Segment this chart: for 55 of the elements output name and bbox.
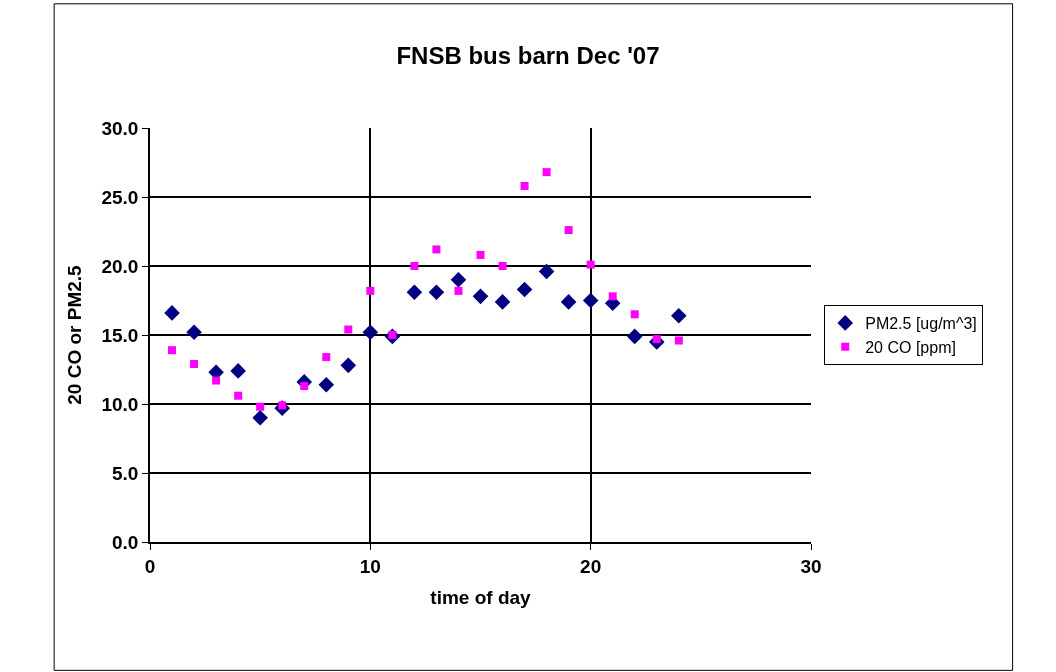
point — [234, 391, 243, 400]
point — [344, 325, 353, 334]
point — [674, 336, 683, 345]
point — [252, 410, 268, 426]
y-axis-title: 20 CO or PM2.5 — [63, 264, 85, 405]
y-tick-label: 25.0 — [101, 186, 139, 208]
y-tick-label: 10.0 — [101, 393, 139, 415]
x-tick-label: 30 — [800, 555, 822, 577]
point — [432, 245, 441, 254]
point — [322, 353, 331, 362]
legend-label: 20 CO [ppm] — [865, 338, 956, 356]
point — [626, 328, 643, 345]
point — [608, 292, 617, 301]
y-tick-label: 5.0 — [112, 462, 139, 484]
y-tick-label: 15.0 — [101, 324, 139, 346]
point — [476, 250, 485, 259]
point — [494, 294, 511, 310]
point — [366, 286, 375, 295]
point — [472, 288, 489, 305]
point — [256, 402, 265, 411]
point — [428, 284, 445, 301]
point — [542, 168, 551, 177]
x-axis-title: time of day — [430, 586, 532, 608]
point — [630, 310, 639, 319]
x-tick-label: 10 — [359, 555, 381, 577]
y-tick-label: 0.0 — [112, 531, 139, 553]
point — [168, 346, 177, 355]
point — [362, 324, 379, 341]
point — [516, 281, 533, 298]
point — [671, 307, 687, 324]
point — [230, 363, 246, 379]
point — [164, 305, 180, 321]
point — [186, 324, 202, 341]
chart-title: FNSB bus barn Dec '07 — [396, 41, 660, 69]
y-tick-label: 30.0 — [101, 117, 139, 139]
point — [340, 357, 357, 374]
point — [212, 376, 221, 385]
point — [450, 272, 467, 288]
point — [406, 284, 423, 301]
point — [560, 294, 577, 310]
point — [300, 382, 309, 391]
point — [190, 359, 199, 368]
x-tick-label: 0 — [144, 555, 156, 577]
point — [582, 292, 599, 309]
point — [586, 260, 595, 269]
point — [410, 262, 419, 270]
legend-label: PM2.5 [ug/m^3] — [865, 315, 977, 333]
point — [498, 262, 507, 270]
point — [538, 263, 555, 280]
point — [520, 181, 529, 190]
y-tick-label: 20.0 — [101, 255, 139, 277]
point — [564, 226, 573, 235]
x-tick-label: 20 — [580, 555, 602, 577]
point — [318, 376, 335, 393]
point — [454, 286, 463, 295]
